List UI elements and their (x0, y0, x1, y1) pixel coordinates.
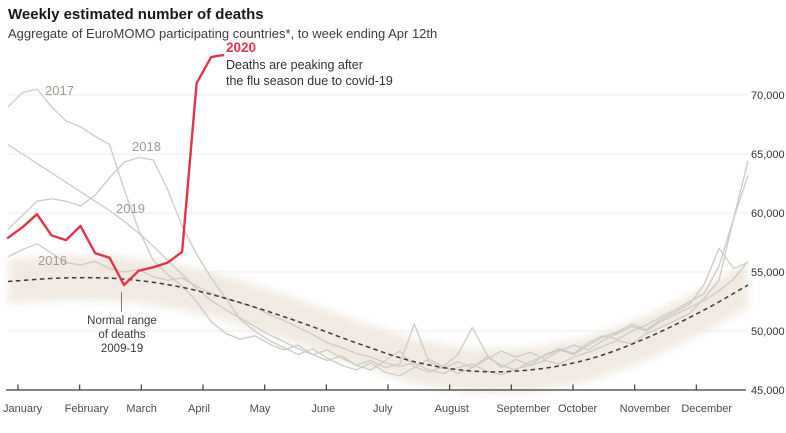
y-label-60000: 60,000 (751, 208, 785, 220)
normal-range-line1: Normal range (87, 315, 157, 327)
month-label-August: August (435, 403, 469, 415)
month-label-January: January (3, 403, 43, 415)
y-label-45000: 45,000 (751, 385, 785, 397)
normal-range-line3: 2009-19 (100, 343, 144, 355)
month-label-December: December (681, 403, 732, 415)
annotation-normal-range: Normal range of deaths 2009-19 (62, 314, 182, 356)
line-2020-highlight (6, 54, 225, 287)
annotation-2020-line2: the flu season due to covid-19 (226, 74, 393, 88)
page-title: Weekly estimated number of deaths (8, 6, 264, 23)
month-label-July: July (373, 403, 393, 415)
month-label-June: June (311, 403, 335, 415)
line-2016 (7, 160, 749, 376)
annotation-2020-year: 2020 (226, 40, 257, 55)
annotation-2020-line1: Deaths are peaking after (226, 58, 363, 72)
line-2018 (7, 156, 749, 377)
y-label-55000: 55,000 (751, 267, 785, 279)
month-label-April: April (188, 403, 210, 415)
month-label-February: February (65, 403, 110, 415)
line-2019 (7, 144, 749, 370)
normal-range-pointer-line (121, 292, 122, 312)
y-label-70000: 70,000 (751, 90, 785, 102)
month-label-March: March (126, 403, 157, 415)
series-label-2018: 2018 (132, 139, 161, 154)
y-label-65000: 65,000 (751, 149, 785, 161)
month-label-October: October (558, 403, 597, 415)
month-label-May: May (250, 403, 271, 415)
annotation-2020: 2020 Deaths are peaking after the flu se… (226, 40, 393, 89)
month-label-November: November (620, 403, 671, 415)
month-label-September: September (496, 403, 550, 415)
series-label-2016: 2016 (38, 253, 67, 268)
page-subtitle: Aggregate of EuroMOMO participating coun… (8, 26, 438, 41)
series-label-2017: 2017 (45, 83, 74, 98)
series-label-2019: 2019 (116, 201, 145, 216)
y-label-50000: 50,000 (751, 326, 785, 338)
normal-range-line2: of deaths (98, 329, 146, 341)
line-2017 (7, 88, 749, 375)
